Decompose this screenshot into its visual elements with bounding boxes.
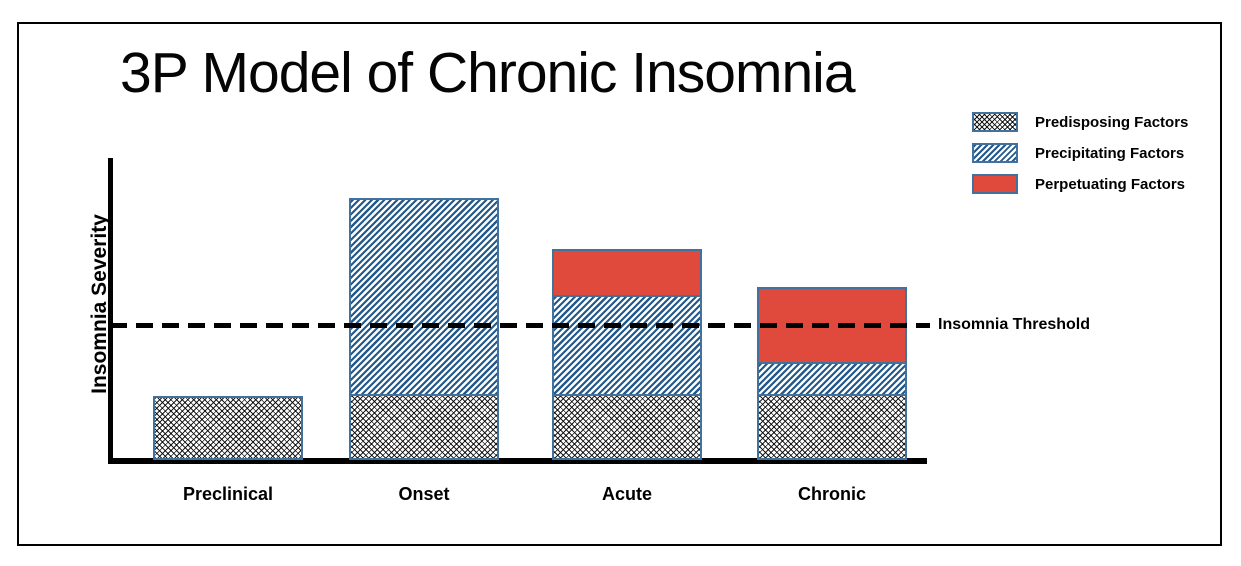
x-label-acute: Acute bbox=[601, 484, 653, 504]
legend-row-predisposing: Predisposing Factors bbox=[972, 112, 1188, 132]
red-swatch-icon bbox=[972, 174, 1018, 194]
chart-title: 3P Model of Chronic Insomnia bbox=[120, 41, 856, 105]
diagonal-hatch-swatch-icon bbox=[972, 143, 1018, 163]
x-axis-line bbox=[108, 458, 927, 464]
bar-segment-predisposing bbox=[349, 395, 499, 460]
insomnia-threshold-dashed-line bbox=[110, 322, 930, 328]
bar-onset bbox=[349, 197, 499, 460]
bar-acute bbox=[552, 248, 702, 460]
legend-row-perpetuating: Perpetuating Factors bbox=[972, 174, 1188, 194]
x-label-onset: Onset bbox=[398, 484, 450, 504]
legend-label-precipitating: Precipitating Factors bbox=[1035, 144, 1185, 162]
legend-row-precipitating: Precipitating Factors bbox=[972, 143, 1188, 163]
y-axis-line bbox=[108, 158, 113, 464]
crosshatch-swatch-icon bbox=[972, 112, 1018, 132]
x-label-preclinical: Preclinical bbox=[182, 484, 274, 504]
bar-chronic bbox=[757, 287, 907, 460]
legend: Predisposing Factors Precipitating Facto… bbox=[972, 112, 1188, 194]
bar-segment-precipitating bbox=[757, 363, 907, 396]
bar-segment-predisposing bbox=[757, 395, 907, 460]
bar-segment-perpetuating bbox=[552, 248, 702, 297]
bar-preclinical bbox=[153, 396, 303, 460]
insomnia-threshold-label: Insomnia Threshold bbox=[938, 315, 1091, 333]
x-label-chronic: Chronic bbox=[797, 484, 867, 504]
legend-label-predisposing: Predisposing Factors bbox=[1035, 113, 1189, 131]
bar-segment-predisposing bbox=[552, 395, 702, 460]
bar-segment-precipitating bbox=[349, 197, 499, 396]
bar-segment-predisposing bbox=[153, 396, 303, 460]
legend-label-perpetuating: Perpetuating Factors bbox=[1035, 175, 1186, 193]
bar-segment-precipitating bbox=[552, 296, 702, 396]
